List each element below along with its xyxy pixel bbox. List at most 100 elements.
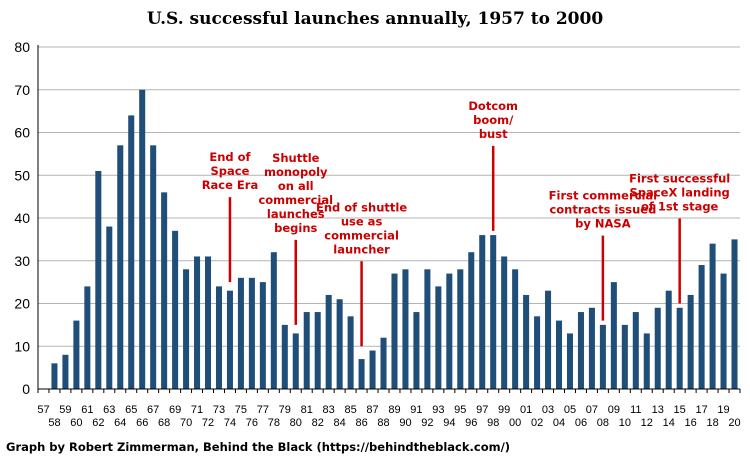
x-tick-label: 72	[202, 417, 214, 429]
annotation-text: bust	[479, 127, 508, 141]
x-tick-label: 73	[213, 404, 225, 416]
bar	[281, 324, 288, 389]
bar	[139, 89, 146, 389]
x-tick-label: 11	[630, 404, 641, 416]
annotation-text: commercial	[258, 193, 333, 207]
y-tick-label: 40	[14, 210, 30, 226]
annotation-text: Shuttle	[272, 151, 320, 165]
y-tick-label: 80	[14, 39, 30, 55]
annotation-text: First successful	[629, 172, 730, 186]
x-tick-label: 70	[180, 417, 192, 429]
x-tick-label: 88	[377, 417, 389, 429]
bar	[435, 286, 442, 389]
x-tick-label: 68	[158, 417, 170, 429]
x-tick-label: 64	[114, 417, 126, 429]
bar	[720, 273, 727, 389]
bar	[588, 307, 595, 389]
bar	[555, 320, 563, 389]
y-axis-ticks: 0 10 20 30 40 50 60 70 80	[14, 39, 30, 397]
bar	[183, 269, 190, 389]
bar	[106, 226, 113, 389]
annotation-text: SpaceX landing	[630, 186, 730, 200]
x-tick-label: 76	[246, 417, 258, 429]
x-tick-label: 60	[70, 417, 82, 429]
bar	[424, 269, 431, 389]
bar	[391, 273, 398, 389]
annotation-text: use as	[341, 214, 383, 228]
y-tick-label: 50	[14, 167, 30, 183]
annotation-text: launches	[267, 207, 325, 221]
x-tick-label: 75	[235, 404, 247, 416]
y-tick-label: 0	[22, 381, 30, 397]
x-tick-label: 90	[399, 417, 411, 429]
x-tick-label: 89	[388, 404, 400, 416]
x-tick-label: 96	[465, 417, 477, 429]
x-tick-label: 20	[728, 417, 740, 429]
bar	[523, 294, 530, 389]
x-tick-label: 83	[323, 404, 335, 416]
x-tick-label: 59	[59, 404, 71, 416]
annotation-text: End of shuttle	[316, 200, 407, 214]
annotation-text: Space	[211, 164, 250, 178]
bar	[194, 256, 201, 389]
x-tick-label: 79	[279, 404, 291, 416]
bar	[161, 192, 168, 389]
bar	[599, 324, 606, 389]
x-tick-label: 16	[685, 417, 697, 429]
bar	[73, 320, 80, 389]
x-tick-label: 04	[553, 417, 565, 429]
bar	[270, 252, 277, 389]
x-tick-label: 17	[695, 404, 707, 416]
x-tick-label: 67	[147, 404, 159, 416]
x-tick-label: 94	[443, 417, 455, 429]
x-tick-label: 97	[476, 404, 488, 416]
x-tick-label: 87	[366, 404, 378, 416]
x-tick-label: 08	[597, 417, 609, 429]
x-tick-label: 81	[301, 404, 313, 416]
x-tick-label: 00	[509, 417, 521, 429]
annotation-text: begins	[274, 221, 317, 235]
bar	[117, 145, 124, 389]
x-tick-label: 09	[608, 404, 620, 416]
x-tick-label: 61	[81, 404, 93, 416]
x-tick-label: 93	[432, 404, 444, 416]
bar	[654, 307, 661, 389]
chart-title: U.S. successful launches annually, 1957 …	[147, 9, 603, 29]
bar	[490, 235, 497, 389]
bar	[303, 312, 310, 389]
annotation-text: boom/	[473, 113, 514, 127]
bar	[446, 273, 453, 389]
x-tick-label: 99	[498, 404, 510, 416]
x-tick-label: 71	[191, 404, 203, 416]
bar	[534, 316, 541, 389]
bar	[632, 312, 639, 389]
x-tick-label: 63	[103, 404, 115, 416]
x-tick-label: 19	[717, 404, 729, 416]
annotation-text: Dotcom	[468, 99, 518, 113]
bar	[413, 312, 420, 389]
bar	[479, 235, 486, 389]
y-tick-label: 10	[14, 338, 30, 354]
x-tick-label: 98	[487, 417, 499, 429]
bar	[51, 363, 58, 389]
bar	[380, 337, 387, 389]
bar	[709, 243, 716, 389]
y-tick-label: 20	[14, 296, 30, 312]
bar	[95, 170, 102, 389]
x-tick-label: 05	[564, 404, 576, 416]
y-tick-label: 30	[14, 253, 30, 269]
bar	[325, 294, 332, 389]
x-tick-label: 57	[37, 404, 49, 416]
bars	[51, 89, 738, 390]
bar	[402, 269, 409, 389]
x-tick-label: 03	[542, 404, 554, 416]
bar	[150, 145, 157, 389]
annotation-text: launcher	[333, 242, 390, 256]
annotation-text: commercial	[324, 228, 399, 242]
annotation-text: End of	[209, 150, 251, 164]
